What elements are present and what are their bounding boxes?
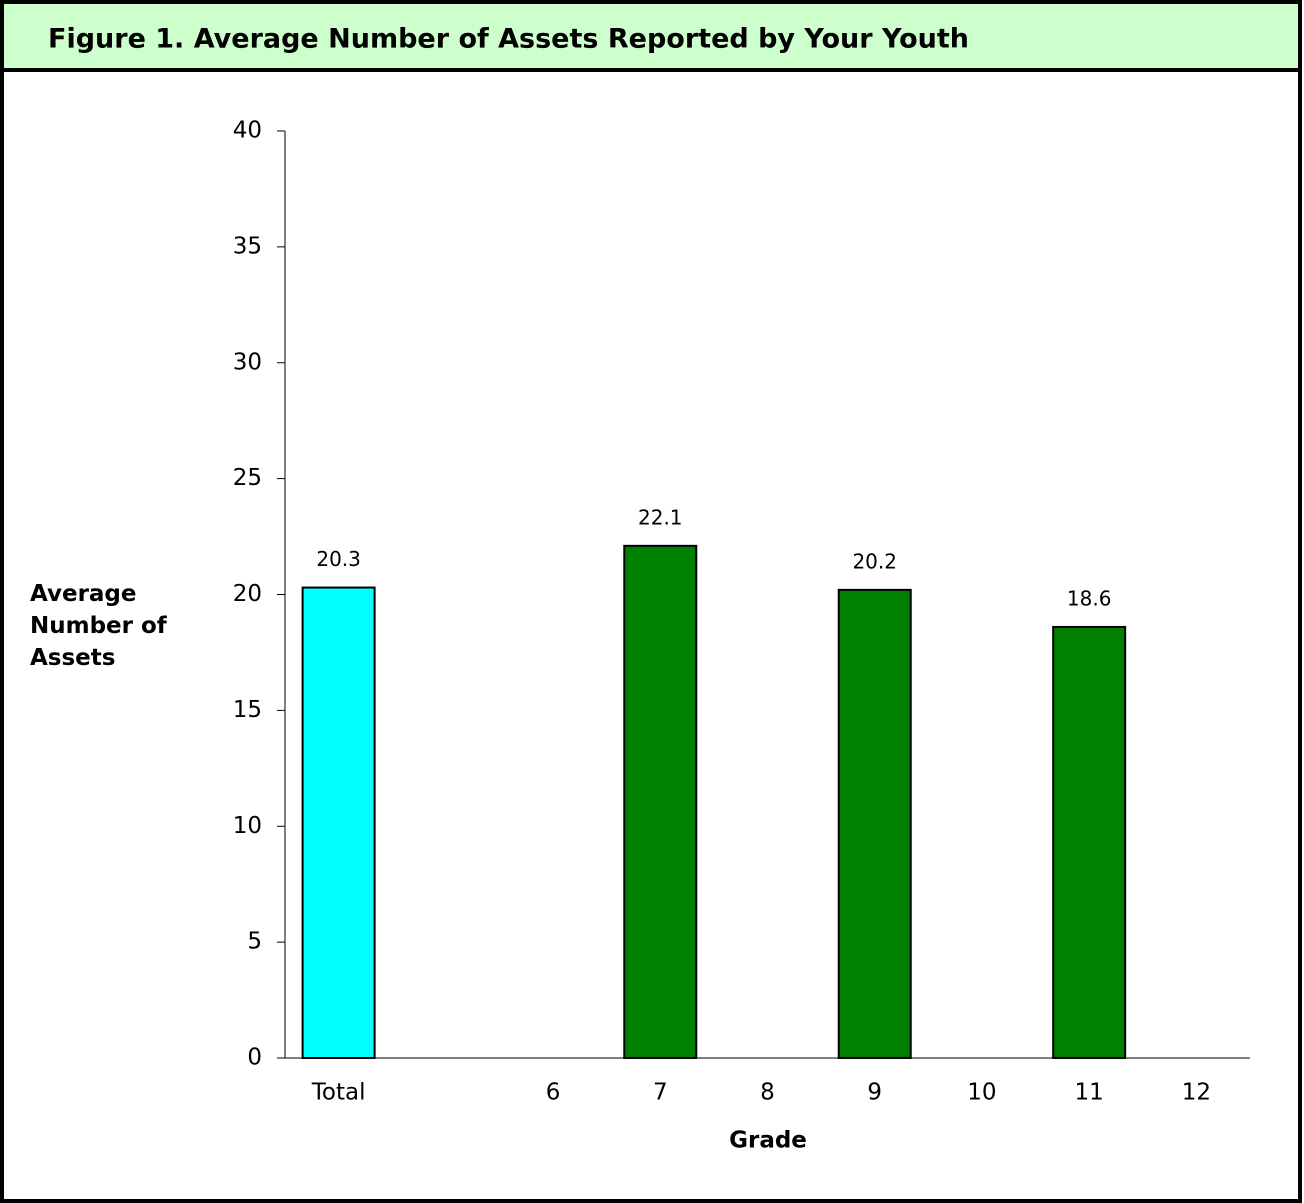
y-tick-label: 0: [247, 1045, 262, 1071]
data-label: 20.3: [316, 547, 361, 571]
x-axis-label: Grade: [729, 1128, 807, 1154]
x-tick-label: 8: [760, 1080, 775, 1106]
data-label: 18.6: [1067, 586, 1112, 610]
y-tick-label: 30: [233, 349, 262, 375]
y-tick-label: 15: [233, 697, 262, 723]
y-tick-label: 25: [233, 465, 262, 491]
data-label: 22.1: [638, 505, 683, 529]
x-tick-label: 11: [1075, 1080, 1104, 1106]
y-tick-label: 20: [233, 581, 262, 607]
bar: [837, 588, 912, 1059]
x-tick-label: 7: [653, 1080, 668, 1106]
y-tick-label: 35: [233, 233, 262, 259]
bar: [1052, 625, 1127, 1059]
title-bar: [4, 4, 1298, 70]
chart-title: Figure 1. Average Number of Assets Repor…: [48, 24, 969, 55]
data-label: 20.2: [852, 549, 897, 573]
bar: [623, 544, 698, 1059]
x-tick-label: 10: [967, 1080, 996, 1106]
x-tick-label: Total: [311, 1080, 366, 1106]
x-tick-label: 9: [867, 1080, 882, 1106]
bar: [301, 586, 376, 1059]
x-tick-label: 6: [546, 1080, 561, 1106]
x-tick-label: 12: [1182, 1080, 1211, 1106]
y-axis-label: Average Number of Assets: [30, 581, 167, 671]
y-tick-label: 10: [233, 813, 262, 839]
y-tick-label: 5: [247, 929, 262, 955]
y-tick-label: 40: [233, 118, 262, 144]
